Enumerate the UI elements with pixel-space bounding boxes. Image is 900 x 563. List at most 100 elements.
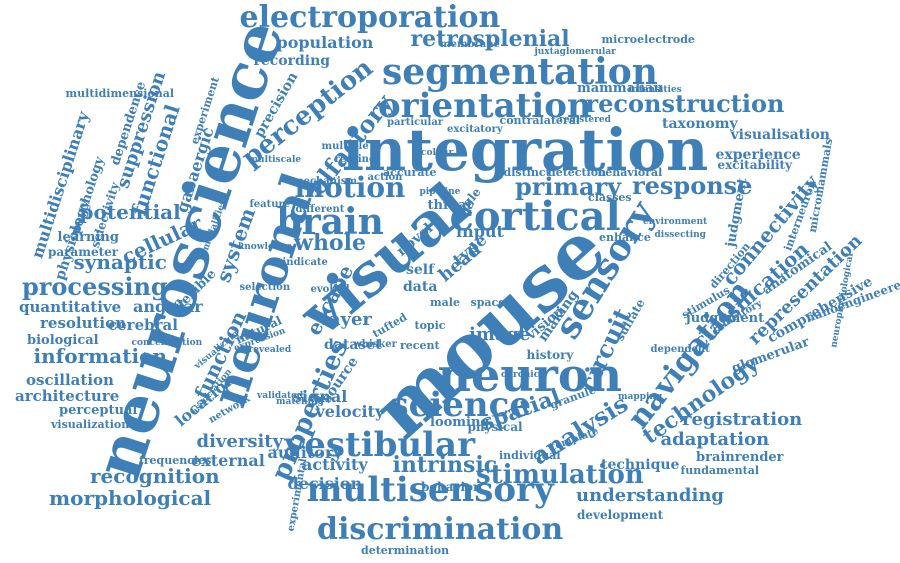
- word-male: male: [430, 295, 460, 309]
- word-auditory: auditory: [267, 443, 343, 462]
- word-evoked: evoked: [310, 284, 350, 295]
- word-space: space: [470, 295, 506, 309]
- word-dataset: dataset: [324, 337, 382, 353]
- word-individual: individual: [499, 448, 561, 462]
- word-mammalian: mammalian: [577, 80, 663, 96]
- word-input: input: [456, 222, 504, 241]
- word-behavior: behavior: [421, 480, 480, 494]
- word-primary: primary: [515, 172, 622, 201]
- word-architecture: architecture: [15, 386, 120, 405]
- word-quantitative: quantitative: [19, 297, 122, 316]
- word-external: external: [191, 451, 265, 470]
- word-distinct: distinct: [503, 165, 551, 179]
- word-recording: recording: [253, 53, 331, 69]
- word-discrimination: discrimination: [317, 512, 564, 547]
- word-perceptual: perceptual: [59, 402, 138, 418]
- word-topic: topic: [414, 318, 446, 332]
- word-multiscale: multiscale: [248, 154, 302, 165]
- word-mapping: mapping: [618, 391, 663, 402]
- word-detection: detection: [548, 165, 607, 179]
- word-intensities: intensities: [628, 84, 682, 95]
- word-science: science: [389, 385, 531, 425]
- word-oscillation: oscillation: [26, 370, 114, 389]
- word-looming: looming: [430, 414, 490, 430]
- word-revealed: revealed: [248, 344, 292, 355]
- word-diversity: diversity: [196, 431, 284, 452]
- word-physical: physical: [467, 420, 523, 434]
- word-image: image: [469, 324, 531, 345]
- word-parameter: parameter: [48, 245, 119, 259]
- word-technique: technique: [601, 457, 680, 473]
- word-concentration: concentration: [131, 337, 203, 348]
- word-multisensory: multisensory: [306, 470, 554, 510]
- word-understanding: understanding: [576, 485, 724, 506]
- word-layer: layer: [322, 309, 372, 330]
- word-chronic: chronic: [501, 369, 540, 380]
- word-registered: registered: [559, 114, 611, 125]
- word-whole: whole: [294, 230, 366, 256]
- word-biological: biological: [27, 332, 99, 348]
- word-activity: activity: [302, 455, 368, 474]
- word-cortical: cortical: [449, 193, 621, 240]
- word-stimulation: stimulation: [476, 460, 644, 490]
- word-determination: determination: [361, 543, 450, 557]
- word-enhance: enhance: [599, 230, 651, 244]
- word-accurate: accurate: [383, 165, 437, 179]
- word-angular: angular: [133, 297, 203, 316]
- word-velocity: velocity: [315, 402, 385, 421]
- word-adaptation: adaptation: [660, 429, 770, 450]
- word-potential: potential: [79, 200, 181, 224]
- word-segmentation: segmentation: [382, 51, 658, 93]
- word-information: information: [33, 344, 167, 368]
- word-brain: brain: [276, 201, 384, 243]
- word-neuron: neuron: [437, 348, 623, 402]
- word-integration: integration: [342, 116, 709, 184]
- word-recent: recent: [400, 338, 440, 352]
- word-indicate: indicate: [282, 257, 328, 268]
- word-dependent: dependent: [650, 344, 710, 355]
- word-electroporation: electroporation: [239, 0, 501, 35]
- word-dissecting: dissecting: [654, 229, 706, 240]
- word-orientation: orientation: [378, 86, 592, 126]
- word-processing: processing: [22, 272, 168, 301]
- word-brainrender: brainrender: [696, 449, 784, 465]
- word-intrinsic: intrinsic: [392, 452, 498, 478]
- word-vestibular: vestibular: [284, 425, 476, 465]
- word-data: data: [403, 279, 438, 295]
- word-multidimensional: multidimensional: [65, 86, 175, 100]
- word-classes: classes: [588, 190, 632, 204]
- word-synaptic: synaptic: [73, 250, 167, 274]
- word-visualization: visualization: [51, 417, 130, 431]
- word-excitability: excitability: [717, 158, 793, 172]
- word-colour: colour: [421, 147, 454, 158]
- word-whisker: whisker: [353, 339, 397, 350]
- word-cerebral: cerebral: [108, 315, 178, 334]
- word-pipeline: pipeline: [419, 186, 461, 197]
- word-signal: signal: [293, 387, 348, 406]
- word-multiple: multiple: [321, 141, 369, 152]
- word-retrosplenial: retrosplenial: [410, 26, 570, 52]
- word-self: self: [406, 262, 435, 278]
- word-knowledge: knowledge: [238, 241, 292, 252]
- word-matching: matching: [276, 396, 324, 407]
- word-recognition: recognition: [90, 464, 220, 488]
- word-morphological: morphological: [49, 486, 212, 510]
- word-judgement: judgement: [686, 310, 765, 326]
- word-excitatory: excitatory: [447, 124, 503, 135]
- word-motion: motion: [294, 171, 406, 204]
- word-mechanism: mechanism: [293, 176, 358, 187]
- word-selection: selection: [239, 282, 291, 293]
- word-different: different: [295, 204, 345, 215]
- word-response: response: [632, 171, 753, 200]
- word-feature: feature: [249, 199, 291, 210]
- word-population: population: [276, 33, 374, 52]
- word-particular: particular: [387, 117, 444, 128]
- word-learning: learning: [57, 229, 119, 245]
- word-contralateral: contralateral: [499, 113, 581, 127]
- word-threat: threat: [427, 197, 473, 213]
- word-visualisation: visualisation: [730, 127, 830, 143]
- word-membrane: membrane: [440, 39, 500, 50]
- word-frequencies: frequencies: [139, 453, 212, 467]
- word-reconstruction: reconstruction: [585, 89, 785, 118]
